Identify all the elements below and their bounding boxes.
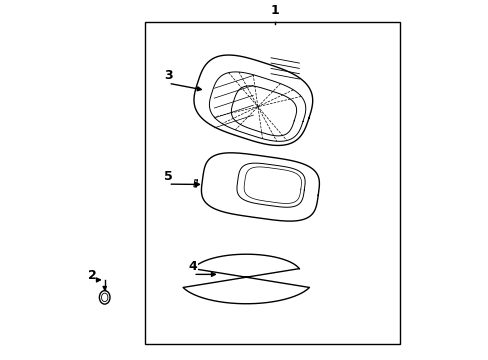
Text: 5: 5 <box>163 170 172 183</box>
Text: 2: 2 <box>88 269 97 282</box>
Ellipse shape <box>102 293 108 302</box>
Text: 1: 1 <box>270 4 278 17</box>
Text: 4: 4 <box>188 260 197 273</box>
Bar <box>145 22 399 345</box>
Ellipse shape <box>99 291 110 304</box>
Text: 3: 3 <box>164 69 172 82</box>
